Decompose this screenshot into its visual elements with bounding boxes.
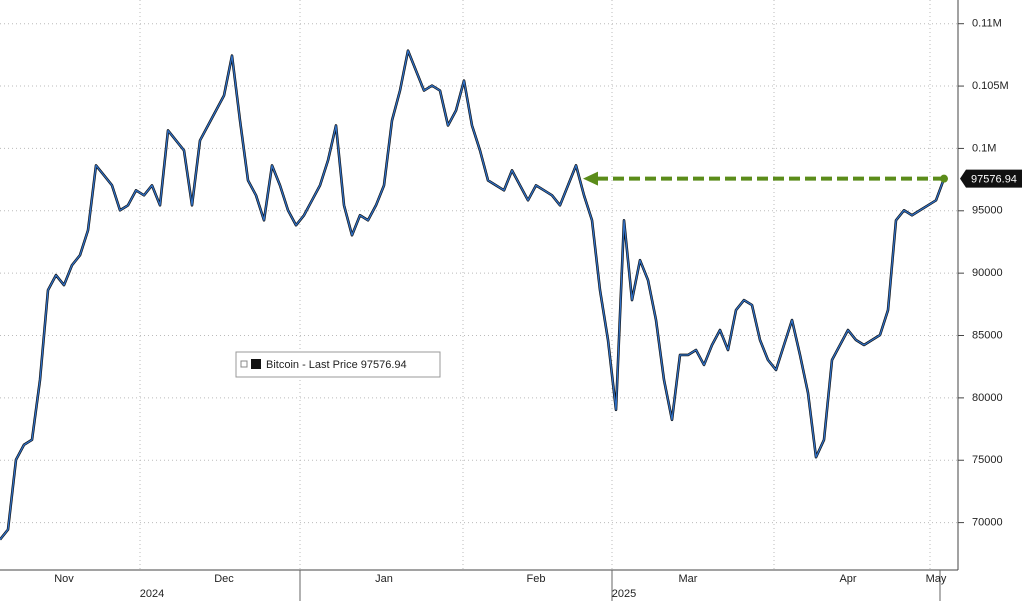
legend-swatch [251, 359, 261, 369]
price-line [0, 49, 945, 540]
x-tick-label: Feb [527, 573, 546, 585]
last-point [940, 174, 948, 183]
last-price-label: 97576.94 [971, 174, 1017, 186]
y-tick-label: 0.105M [972, 80, 1009, 92]
legend-value: 97576.94 [361, 359, 407, 371]
x-tick-label: Apr [839, 573, 856, 585]
year-label: 2024 [140, 588, 164, 600]
x-tick-label: Dec [214, 573, 234, 585]
x-tick-label: Nov [54, 573, 74, 585]
y-tick-label: 70000 [972, 517, 1003, 529]
legend-box [235, 351, 441, 378]
y-tick-label: 95000 [972, 205, 1003, 217]
x-tick-label: Mar [679, 573, 698, 585]
legend-name: Bitcoin - Last Price [266, 359, 358, 371]
x-tick-label: Jan [375, 573, 393, 585]
y-tick-label: 75000 [972, 454, 1003, 466]
legend: Bitcoin - Last Price 97576.94 [235, 351, 441, 378]
y-tick-label: 0.11M [972, 18, 1002, 30]
arrow-head [583, 171, 598, 186]
y-tick-label: 85000 [972, 329, 1003, 341]
y-tick-label: 90000 [972, 267, 1003, 279]
legend-label: Bitcoin - Last Price 97576.94 [266, 359, 407, 371]
year-label: 2025 [612, 588, 636, 600]
y-tick-label: 80000 [972, 392, 1003, 404]
y-tick-label: 0.1M [972, 142, 996, 154]
last-price-box [960, 169, 1022, 188]
legend-icon [240, 360, 248, 368]
x-tick-label: May [926, 573, 947, 585]
